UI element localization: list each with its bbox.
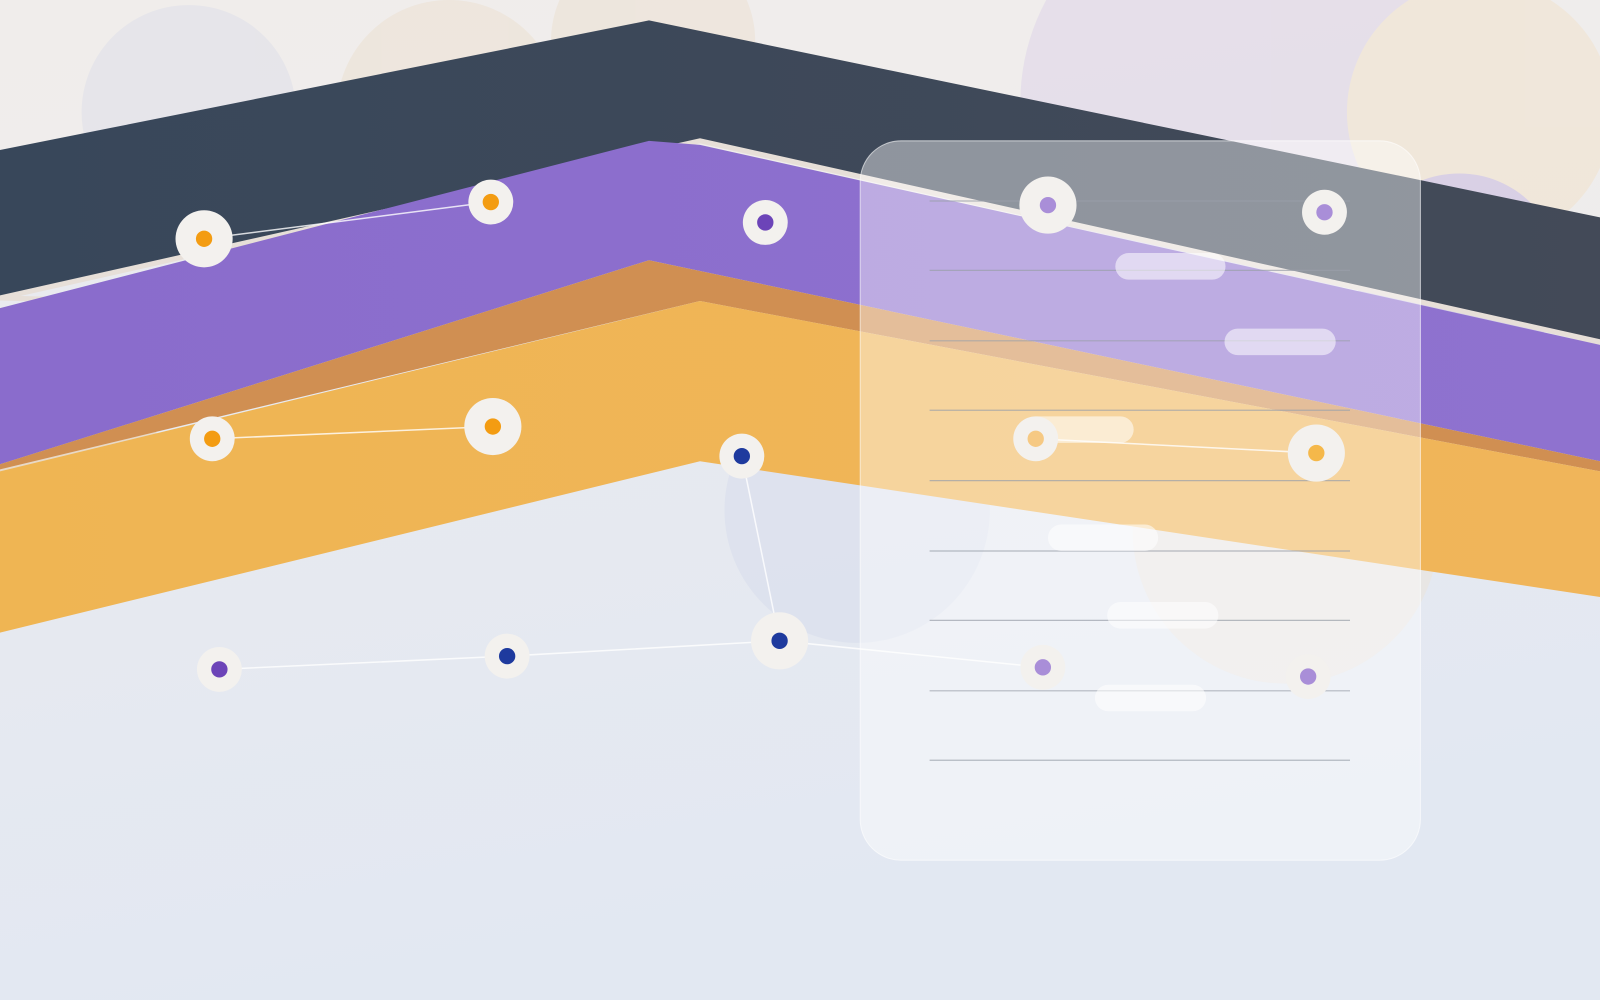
orange-shadow xyxy=(0,260,1600,472)
dark-band xyxy=(0,20,1600,342)
card-pills xyxy=(1023,253,1336,712)
orange-band xyxy=(0,301,1600,633)
purple-band xyxy=(0,140,1600,465)
nodes xyxy=(175,176,1347,699)
glass-card xyxy=(859,140,1421,861)
